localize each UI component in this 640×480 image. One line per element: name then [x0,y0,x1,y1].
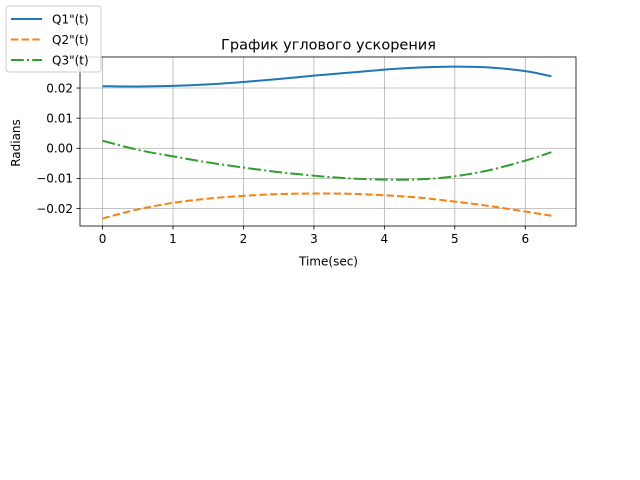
x-axis-label: Time(sec) [298,255,358,269]
legend-label-1: Q1"(t) [52,12,89,26]
legend-label-3: Q3"(t) [52,53,89,67]
series-line-1 [102,65,552,88]
y-axis-label: Radians [9,119,23,167]
x-tick-label: 4 [381,232,389,246]
series-layer [102,65,552,220]
y-tick-label: 0.01 [46,111,73,125]
y-tick-label: 0.02 [46,81,73,95]
axis-ticks: 0 1 2 3 4 5 6 −0.02 −0.01 0.00 0.01 0.02 [36,81,529,246]
x-tick-label: 6 [521,232,529,246]
x-tick-label: 1 [169,232,177,246]
series-line-3 [102,139,552,181]
grid [80,57,576,226]
legend: Q1"(t) Q2"(t) Q3"(t) [5,5,102,73]
series-line-2 [102,192,552,220]
y-tick-label: −0.02 [36,202,73,216]
x-tick-label: 2 [240,232,248,246]
chart-title: График углового ускорения [221,38,436,54]
y-tick-label: −0.01 [36,172,73,186]
x-tick-label: 3 [310,232,318,246]
legend-box [5,5,102,73]
x-tick-label: 5 [451,232,459,246]
x-tick-label: 0 [99,232,107,246]
plot-area-frame [79,56,577,227]
y-tick-label: 0.00 [46,142,73,156]
legend-label-2: Q2"(t) [52,33,89,47]
